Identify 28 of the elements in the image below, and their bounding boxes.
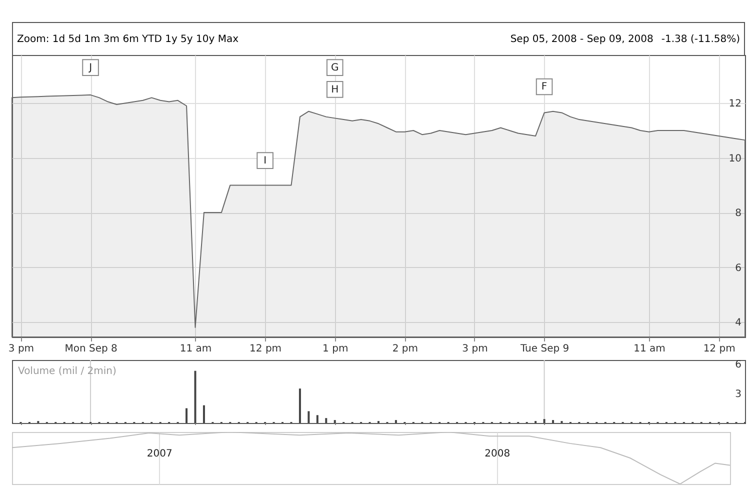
x-tick-label: Tue Sep 9	[519, 344, 570, 354]
annotation: I	[264, 156, 267, 167]
y-tick-label: 4	[735, 317, 742, 328]
x-tick-label: 11 am	[180, 344, 212, 354]
x-tick-label: 12 pm	[250, 344, 282, 354]
text: -1.38 (-11.58%)	[661, 34, 740, 44]
y-tick-label: 12	[728, 98, 742, 110]
annotation: J	[88, 62, 92, 74]
x-tick-label: 11 am	[634, 344, 666, 354]
y-tick-label: 6	[735, 359, 742, 370]
text: Sep 05, 2008 - Sep 09, 2008	[510, 34, 654, 44]
x-tick-label: 2 pm	[392, 344, 418, 354]
annotation: F	[541, 82, 548, 93]
y-tick-label: 10	[728, 153, 742, 164]
x-tick-label: 2007	[146, 448, 172, 460]
x-tick-label: Mon Sep 8	[64, 344, 118, 354]
y-axis-title: Volume (mil / 2min)	[18, 366, 117, 377]
y-tick-label: 6	[735, 262, 742, 274]
x-tick-label: 12 pm	[703, 344, 736, 354]
text: Zoom: 1d 5d 1m 3m 6m YTD 1y 5y 10y Max	[17, 34, 239, 44]
x-tick-label: 3 pm	[462, 344, 488, 354]
x-tick-label: 1 pm	[322, 344, 348, 354]
x-tick-label: 2008	[484, 448, 510, 460]
y-tick-label: 3	[735, 388, 742, 400]
x-tick-label: 3 pm	[8, 344, 34, 354]
annotation: H	[331, 84, 339, 96]
y-tick-label: 8	[735, 208, 742, 220]
annotation: G	[330, 62, 339, 74]
